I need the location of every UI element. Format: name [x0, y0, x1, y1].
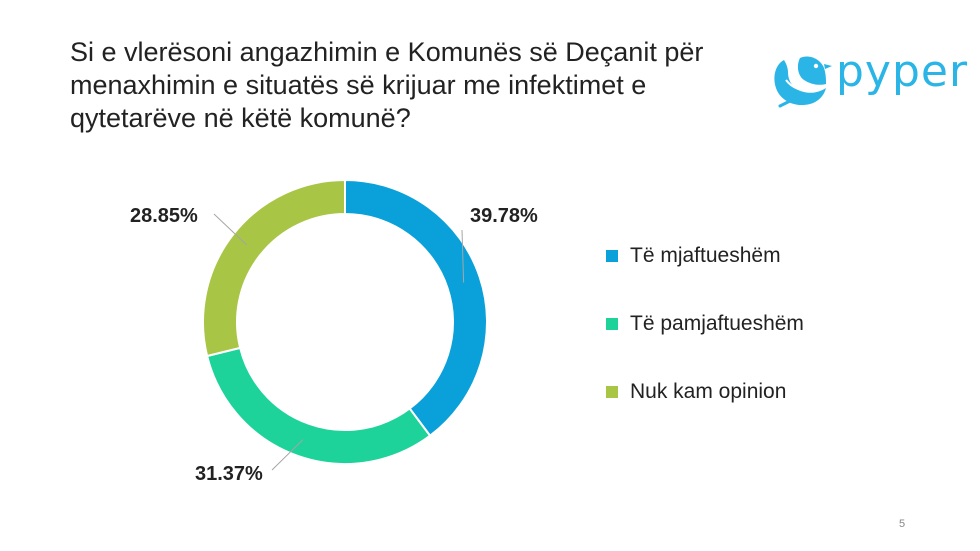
leader-line — [461, 229, 465, 283]
legend-item: Të mjaftueshëm — [606, 222, 804, 290]
donut-slice — [202, 178, 346, 358]
data-label: 39.78% — [470, 205, 538, 227]
title-line-3: qytetarëve në këtë komunë? — [70, 103, 411, 133]
pyper-logo-text: pyper — [836, 46, 969, 97]
leader-line — [271, 439, 304, 471]
data-label: 28.85% — [130, 205, 198, 227]
bird-icon — [774, 56, 832, 108]
title-line-1: Si e vlerësoni angazhimin e Komunës së D… — [70, 37, 704, 67]
legend-item: Të pamjaftueshëm — [606, 290, 804, 358]
leader-line — [213, 213, 247, 246]
pyper-logo — [774, 56, 832, 108]
legend-swatch — [606, 318, 618, 330]
page-number: 5 — [899, 518, 906, 530]
legend-item: Nuk kam opinion — [606, 358, 804, 426]
legend-label: Të pamjaftueshëm — [630, 312, 804, 335]
chart-title: Si e vlerësoni angazhimin e Komunës së D… — [70, 36, 710, 135]
legend-swatch — [606, 250, 618, 262]
chart-legend: Të mjaftueshëm Të pamjaftueshëm Nuk kam … — [606, 222, 804, 426]
donut-slice — [344, 178, 488, 438]
title-line-2: menaxhimin e situatës së krijuar me infe… — [70, 70, 647, 100]
data-label: 31.37% — [195, 463, 263, 485]
legend-label: Të mjaftueshëm — [630, 244, 781, 267]
legend-swatch — [606, 386, 618, 398]
donut-slice — [205, 346, 432, 465]
legend-label: Nuk kam opinion — [630, 380, 787, 403]
